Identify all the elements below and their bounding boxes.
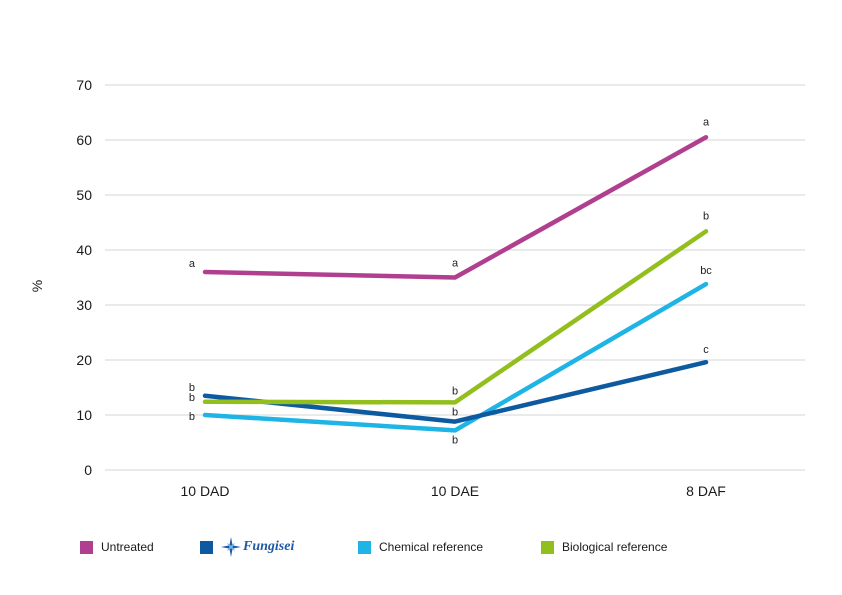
series-line-fungisei	[202, 359, 709, 424]
significance-label: b	[452, 385, 458, 397]
significance-label: bc	[700, 265, 712, 277]
y-tick-label: 0	[84, 462, 92, 478]
significance-label: b	[452, 407, 458, 419]
significance-label: b	[189, 411, 195, 423]
y-tick-label: 40	[76, 242, 92, 258]
significance-label: b	[452, 434, 458, 446]
legend-item-biological-reference: Biological reference	[541, 537, 667, 557]
significance-label: b	[189, 382, 195, 394]
x-tick-label: 8 DAF	[686, 483, 726, 499]
legend-item-chemical-reference: Chemical reference	[358, 537, 483, 557]
x-tick-label: 10 DAE	[431, 483, 479, 499]
legend-label-untreated: Untreated	[101, 540, 154, 554]
significance-label: b	[189, 392, 195, 404]
y-tick-label: 60	[76, 132, 92, 148]
x-axis-ticks: 10 DAD 10 DAE 8 DAF	[180, 483, 725, 499]
y-axis-ticks: 0 10 20 30 40 50 60 70	[76, 77, 92, 478]
legend-label-biological-reference: Biological reference	[562, 540, 668, 554]
significance-label: b	[703, 210, 709, 222]
x-tick-label: 10 DAD	[180, 483, 229, 499]
series-line-biological-reference	[202, 229, 709, 405]
y-axis-label: %	[29, 280, 45, 292]
legend-swatch-chemical-reference	[358, 540, 371, 554]
legend-swatch-untreated	[80, 540, 93, 554]
series-line-chemical-reference	[202, 281, 709, 433]
series-line-untreated	[202, 135, 709, 280]
legend-item-untreated: Untreated	[80, 537, 154, 557]
y-tick-label: 30	[76, 297, 92, 313]
significance-label: c	[703, 344, 709, 356]
legend-label-chemical-reference: Chemical reference	[379, 540, 484, 554]
y-tick-label: 70	[76, 77, 92, 93]
legend-swatch-biological-reference	[541, 540, 554, 554]
y-tick-label: 50	[76, 187, 92, 203]
significance-label: a	[703, 116, 710, 128]
star-icon	[221, 537, 241, 557]
fungisei-logo: Fungisei	[221, 537, 294, 557]
series-lines	[202, 135, 709, 433]
y-tick-label: 10	[76, 407, 92, 423]
legend-swatch-fungisei	[200, 540, 213, 554]
significance-label: a	[452, 258, 459, 270]
significance-label: a	[189, 258, 196, 270]
y-tick-label: 20	[76, 352, 92, 368]
fungisei-logo-text: Fungisei	[243, 539, 295, 554]
legend: Untreated Fungisei Chemical reference Bi…	[0, 537, 842, 557]
legend-item-fungisei: Fungisei	[200, 537, 294, 557]
